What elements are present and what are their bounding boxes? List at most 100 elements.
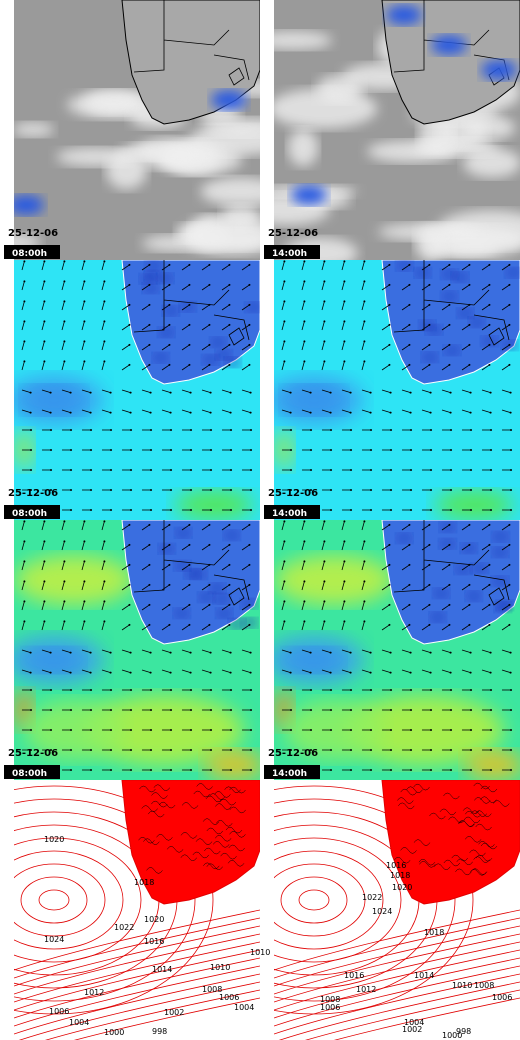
cloud xyxy=(274,31,333,50)
wind-head xyxy=(350,689,352,691)
wind-arrow xyxy=(461,389,471,394)
isobar xyxy=(14,949,260,1011)
isobar xyxy=(274,965,520,1027)
wind-arrow xyxy=(21,669,31,674)
wind-head xyxy=(410,509,412,511)
isobar-label: 1022 xyxy=(362,893,382,902)
field-blob xyxy=(434,490,514,520)
wind-arrow xyxy=(201,409,211,414)
wind-head xyxy=(469,391,472,394)
date-stamp: 25-12-06 xyxy=(8,748,58,759)
wind-arrow xyxy=(81,669,91,674)
wind-head xyxy=(370,469,372,471)
wind-head xyxy=(309,651,312,654)
wind-head xyxy=(410,749,412,751)
wind-head xyxy=(43,340,46,343)
wind-arrow xyxy=(241,389,251,394)
isobar-label: 1018 xyxy=(390,871,410,880)
wind-arrow xyxy=(141,584,150,591)
wind-head xyxy=(129,411,132,414)
wind-arrow xyxy=(341,301,345,311)
wind-head xyxy=(448,323,451,326)
wind-head xyxy=(408,363,411,366)
wind-arrow xyxy=(161,584,170,591)
wind-arrow xyxy=(281,669,291,674)
wind-arrow xyxy=(421,344,430,351)
wind-head xyxy=(343,520,346,523)
date-stamp: 25-12-06 xyxy=(268,748,318,759)
terrain-contour xyxy=(225,826,243,834)
wind-head xyxy=(69,651,72,654)
wind-arrow xyxy=(241,584,250,591)
isobar xyxy=(14,973,260,1035)
wind-head xyxy=(303,280,306,283)
wind-head xyxy=(29,651,32,654)
wind-head xyxy=(408,303,411,306)
wind-arrow xyxy=(61,669,71,674)
wind-arrow xyxy=(61,621,65,631)
wind-head xyxy=(390,709,392,711)
wind-head xyxy=(168,603,171,606)
wind-arrow xyxy=(101,621,105,631)
wind-head xyxy=(389,391,392,394)
rain-echo xyxy=(431,35,467,55)
isobar xyxy=(333,997,520,1040)
wind-arrow xyxy=(121,389,131,394)
field-blob xyxy=(14,555,134,605)
wind-arrow xyxy=(81,409,91,414)
wind-head xyxy=(188,343,191,346)
wind-arrow xyxy=(41,301,45,311)
wind-head xyxy=(329,411,332,414)
wind-head xyxy=(370,749,372,751)
wind-arrow xyxy=(481,544,490,551)
wind-head xyxy=(23,620,26,623)
wind-head xyxy=(128,283,131,286)
isobar-label: 1006 xyxy=(492,993,512,1002)
wind-head xyxy=(63,300,66,303)
terrain-contour xyxy=(393,856,411,864)
wind-head xyxy=(210,509,212,511)
wind-arrow xyxy=(161,409,171,414)
date-stamp: 25-12-06 xyxy=(268,488,318,499)
wind-arrow xyxy=(41,321,45,331)
time-box xyxy=(264,765,320,779)
wind-arrow xyxy=(381,649,391,654)
wind-head xyxy=(408,323,411,326)
terrain-contour xyxy=(228,844,245,852)
land-blob xyxy=(425,324,442,335)
wind-head xyxy=(430,749,432,751)
wind-head xyxy=(303,540,306,543)
wind-head xyxy=(508,283,511,286)
wind-head xyxy=(508,603,511,606)
wind-arrow xyxy=(381,604,390,611)
wind-arrow xyxy=(201,284,210,291)
wind-head xyxy=(490,769,492,771)
wind-head xyxy=(449,391,452,394)
wind-arrow xyxy=(221,284,230,291)
wind-head xyxy=(450,449,452,451)
wind-head xyxy=(208,583,211,586)
wind-head xyxy=(468,563,471,566)
wind-head xyxy=(150,729,152,731)
wind-arrow xyxy=(101,301,105,311)
wind-head xyxy=(170,509,172,511)
wind-head xyxy=(428,603,431,606)
wind-head xyxy=(410,429,412,431)
wind-head xyxy=(450,429,452,431)
wind-head xyxy=(129,651,132,654)
wind-arrow xyxy=(121,324,130,331)
wind-head xyxy=(170,709,172,711)
land-blob xyxy=(439,522,456,533)
wind-head xyxy=(388,303,391,306)
isobar xyxy=(274,909,520,971)
wind-arrow xyxy=(221,344,230,351)
wind-arrow xyxy=(481,389,491,394)
wind-head xyxy=(448,343,451,346)
wind-head xyxy=(250,489,252,491)
wind-arrow xyxy=(141,364,150,371)
wind-arrow xyxy=(481,604,490,611)
wind-head xyxy=(208,303,211,306)
wind-head xyxy=(430,449,432,451)
wind-head xyxy=(170,489,172,491)
isobar-label: 1024 xyxy=(44,935,64,944)
